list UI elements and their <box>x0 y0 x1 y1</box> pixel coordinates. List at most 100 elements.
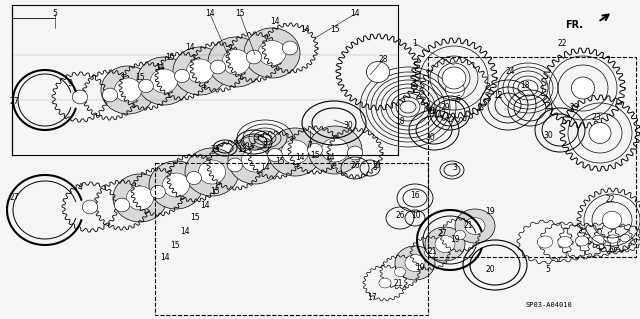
Text: 1: 1 <box>607 246 612 255</box>
Ellipse shape <box>227 158 243 172</box>
Text: 14: 14 <box>295 153 305 162</box>
Ellipse shape <box>321 138 349 162</box>
Text: 16: 16 <box>410 190 420 199</box>
Text: 27: 27 <box>9 194 19 203</box>
Ellipse shape <box>282 41 298 55</box>
Text: 10: 10 <box>411 211 421 219</box>
Ellipse shape <box>592 235 604 245</box>
Text: 5: 5 <box>545 265 550 275</box>
Text: 14: 14 <box>325 152 335 161</box>
Text: 6: 6 <box>456 95 460 105</box>
Ellipse shape <box>394 267 406 277</box>
Text: 18: 18 <box>396 117 404 127</box>
Text: 21: 21 <box>428 248 436 256</box>
Ellipse shape <box>445 81 465 99</box>
Ellipse shape <box>282 140 308 164</box>
Ellipse shape <box>150 185 165 199</box>
Ellipse shape <box>173 47 227 95</box>
Ellipse shape <box>424 248 435 258</box>
Text: 15: 15 <box>165 53 175 62</box>
Ellipse shape <box>558 236 572 248</box>
Ellipse shape <box>150 69 177 93</box>
Text: 30: 30 <box>543 130 553 139</box>
Text: 22: 22 <box>605 196 615 204</box>
Text: 28: 28 <box>378 56 388 64</box>
Ellipse shape <box>348 146 363 160</box>
Text: 21: 21 <box>393 278 403 287</box>
Ellipse shape <box>405 255 425 271</box>
Text: 14: 14 <box>300 26 310 34</box>
Text: 15: 15 <box>275 158 285 167</box>
Text: 2: 2 <box>477 103 483 113</box>
Ellipse shape <box>465 218 485 234</box>
Text: 18: 18 <box>520 80 530 90</box>
Ellipse shape <box>228 136 282 184</box>
Ellipse shape <box>208 37 264 87</box>
Text: 4: 4 <box>77 183 83 192</box>
Text: 5: 5 <box>52 10 58 19</box>
Ellipse shape <box>149 161 203 209</box>
Text: 20: 20 <box>485 265 495 275</box>
Text: 14: 14 <box>350 10 360 19</box>
Ellipse shape <box>620 234 630 242</box>
Ellipse shape <box>113 174 167 222</box>
Ellipse shape <box>258 41 286 65</box>
Ellipse shape <box>308 126 362 174</box>
Ellipse shape <box>102 88 118 102</box>
Text: 19: 19 <box>415 263 425 272</box>
Ellipse shape <box>241 148 269 172</box>
Ellipse shape <box>137 57 191 105</box>
Ellipse shape <box>538 236 553 248</box>
Text: 15: 15 <box>310 151 320 160</box>
Ellipse shape <box>589 122 611 144</box>
Ellipse shape <box>602 211 621 229</box>
Ellipse shape <box>83 200 98 214</box>
Text: 15: 15 <box>170 241 180 249</box>
Text: 24: 24 <box>505 68 515 77</box>
Ellipse shape <box>163 173 189 197</box>
Text: 23: 23 <box>591 114 601 122</box>
Text: 19: 19 <box>485 207 495 217</box>
Text: 30: 30 <box>343 121 353 130</box>
Ellipse shape <box>435 235 455 253</box>
Ellipse shape <box>101 66 155 114</box>
Text: 14: 14 <box>185 42 195 51</box>
Ellipse shape <box>395 246 435 280</box>
Bar <box>155 163 428 315</box>
Ellipse shape <box>175 70 189 83</box>
Ellipse shape <box>425 227 465 261</box>
Text: 15: 15 <box>235 10 245 19</box>
Text: 29: 29 <box>440 103 450 113</box>
Ellipse shape <box>187 171 202 185</box>
Ellipse shape <box>575 236 589 246</box>
Text: 26: 26 <box>350 160 360 169</box>
Ellipse shape <box>115 198 130 212</box>
Text: FR.: FR. <box>565 20 583 30</box>
Ellipse shape <box>455 209 495 243</box>
Text: 30: 30 <box>425 133 435 143</box>
Text: 3: 3 <box>452 164 458 173</box>
Text: 14: 14 <box>205 10 215 19</box>
Ellipse shape <box>139 79 154 93</box>
Ellipse shape <box>454 230 465 240</box>
Text: 15: 15 <box>190 213 200 222</box>
Ellipse shape <box>572 77 595 99</box>
Text: 7: 7 <box>308 140 312 150</box>
Text: 29: 29 <box>569 103 579 113</box>
Text: 21: 21 <box>463 220 473 229</box>
Ellipse shape <box>185 148 239 196</box>
Text: 14: 14 <box>180 227 190 236</box>
Text: 14: 14 <box>260 164 270 173</box>
Text: 14: 14 <box>160 254 170 263</box>
Ellipse shape <box>244 28 300 78</box>
Text: 25: 25 <box>210 145 220 154</box>
Ellipse shape <box>186 59 214 83</box>
Text: 15: 15 <box>135 72 145 81</box>
Text: 9: 9 <box>68 78 72 87</box>
Text: 14: 14 <box>155 63 165 71</box>
Ellipse shape <box>442 67 466 89</box>
Ellipse shape <box>72 90 88 104</box>
Text: 1: 1 <box>413 39 417 48</box>
Ellipse shape <box>115 78 141 102</box>
Ellipse shape <box>246 50 262 64</box>
